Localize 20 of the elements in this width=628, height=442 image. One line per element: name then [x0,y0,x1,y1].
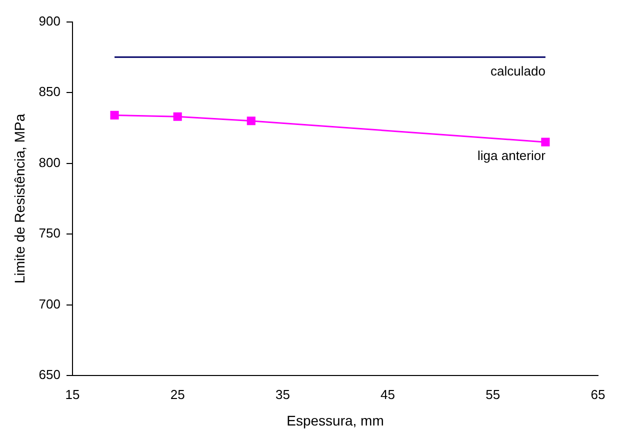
y-tick-label: 850 [38,84,60,100]
y-tick-label: 700 [38,296,60,312]
y-tick-label: 800 [38,154,60,170]
y-tick-label: 750 [38,226,60,241]
point [246,116,256,126]
x-tick-label: 45 [380,386,396,402]
series-label: liga anterior [478,148,546,164]
x-tick-label: 65 [590,386,606,402]
x-tick-label: 35 [275,386,290,402]
x-tick-label: 55 [486,386,500,402]
point [541,138,550,146]
x-tick-label: 25 [170,386,185,402]
point [173,112,182,121]
y-tick-label: 900 [38,13,60,28]
y-tick-label: 650 [38,367,60,382]
point [110,110,119,120]
y-axis-title: Limite de Resistência, MPa [11,114,28,284]
x-tick-label: 15 [65,386,80,402]
x-axis-title: Espessura, mm [286,412,384,428]
series-label: calculado [490,63,546,78]
